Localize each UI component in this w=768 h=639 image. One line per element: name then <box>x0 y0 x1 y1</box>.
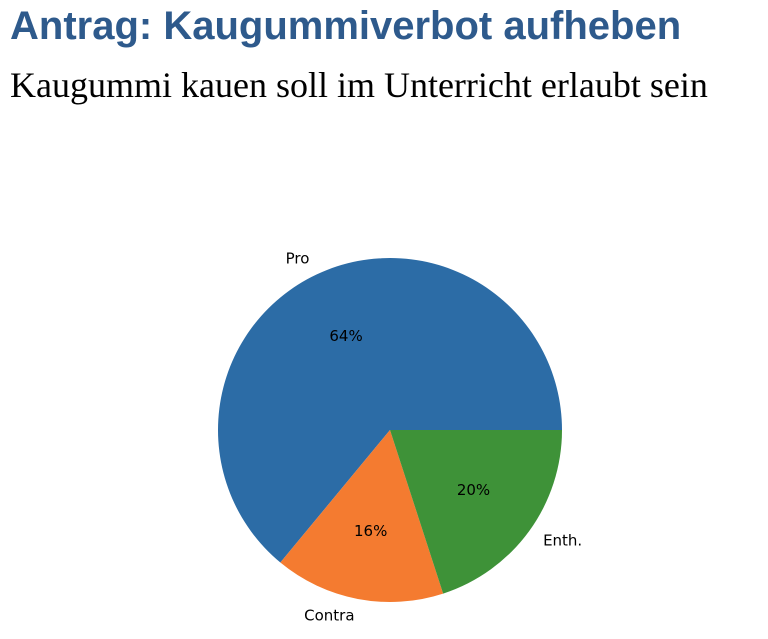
pie-labels: Pro 64% Contra 16% Enth. 20% <box>286 249 583 624</box>
slide-title: Antrag: Kaugummiverbot aufheben <box>10 4 682 48</box>
slice-percent-label: 16% <box>354 522 387 540</box>
slice-label: Enth. <box>543 532 582 550</box>
slice-percent-label: 20% <box>457 481 490 499</box>
pie-slice-contra <box>280 430 444 602</box>
pie-slices <box>217 258 562 602</box>
slide-subtitle: Kaugummi kauen soll im Unterricht erlaub… <box>10 65 708 105</box>
slice-label: Contra <box>304 606 354 624</box>
pie-slice-pro <box>217 258 562 563</box>
pie-slice-enth <box>390 430 562 594</box>
slice-percent-label: 64% <box>329 327 362 345</box>
slice-label: Pro <box>286 249 310 267</box>
